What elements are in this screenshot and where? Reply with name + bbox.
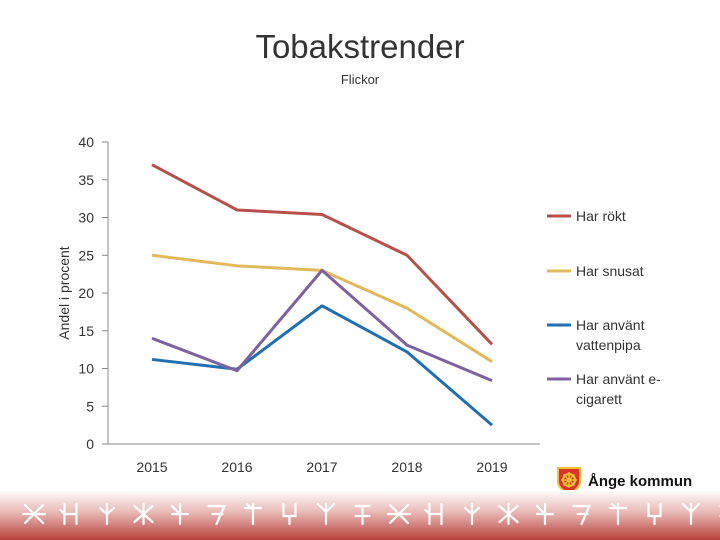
decorative-glyph (170, 502, 190, 526)
decorative-glyph (354, 504, 371, 526)
municipality-shield-icon (557, 467, 581, 496)
decorative-glyph (21, 503, 47, 525)
decorative-glyph (316, 502, 336, 526)
series-line (151, 163, 494, 346)
decorative-glyph (133, 502, 154, 526)
chart-legend: Har rökt Har snusat Har använt vattenpipa Ha… (547, 208, 661, 407)
legend-label: Har använt e-cigarett (576, 371, 661, 407)
legend-label: Har snusat (576, 263, 644, 279)
decorative-glyph (535, 502, 555, 526)
series-line (151, 268, 493, 382)
decorative-glyph (681, 502, 701, 526)
series-line (151, 304, 493, 427)
decorative-glyph (424, 502, 443, 526)
decorative-glyph (59, 502, 78, 526)
y-tick-label: 40 (78, 134, 94, 150)
decorative-glyph (243, 502, 263, 526)
x-tick-label: 2017 (306, 459, 337, 475)
y-tick-label: 10 (78, 361, 94, 377)
logo-text: Ånge kommun (588, 472, 693, 490)
chart-subtitle: Flickor (340, 72, 380, 87)
decorative-glyph (463, 502, 481, 526)
decorative-glyph (98, 502, 116, 526)
y-tick-label: 25 (78, 247, 94, 263)
x-tick-label: 2016 (221, 459, 252, 475)
decorative-glyph (386, 503, 412, 525)
decorative-glyph (647, 502, 662, 526)
y-tick-label: 15 (78, 323, 94, 339)
ange-kommun-logo: Ånge kommun (556, 464, 706, 498)
x-tick-label: 2019 (476, 459, 507, 475)
chart-title: Tobakstrender (255, 28, 465, 65)
decorative-glyph (207, 504, 227, 526)
y-tick-label: 30 (78, 210, 94, 226)
chart-axes: 0 5 10 15 20 25 30 35 40 2015 2016 2017 2018 2019 Ande… (56, 134, 540, 475)
x-tick-label: 2018 (391, 459, 422, 475)
y-tick-label: 5 (86, 398, 94, 414)
x-tick-label: 2015 (136, 459, 167, 475)
legend-label: Har använt vattenpipa (576, 317, 645, 353)
y-tick-label: 0 (86, 436, 94, 452)
decorative-glyph (282, 502, 297, 526)
y-tick-label: 35 (78, 172, 94, 188)
legend-label: Har rökt (576, 208, 626, 224)
chart-series (151, 163, 494, 427)
decorative-pattern-band (0, 490, 720, 540)
decorative-glyph (498, 502, 519, 526)
y-axis-label: Andel i procent (56, 246, 72, 340)
decorative-glyph (608, 502, 628, 526)
decorative-glyph (572, 504, 592, 526)
y-tick-label: 20 (78, 285, 94, 301)
